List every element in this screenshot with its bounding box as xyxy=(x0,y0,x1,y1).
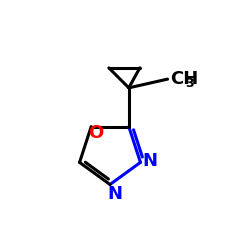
Text: 3: 3 xyxy=(186,77,194,90)
Text: CH: CH xyxy=(170,70,198,87)
Text: N: N xyxy=(107,185,122,203)
Text: O: O xyxy=(88,124,104,142)
Text: N: N xyxy=(142,152,158,170)
